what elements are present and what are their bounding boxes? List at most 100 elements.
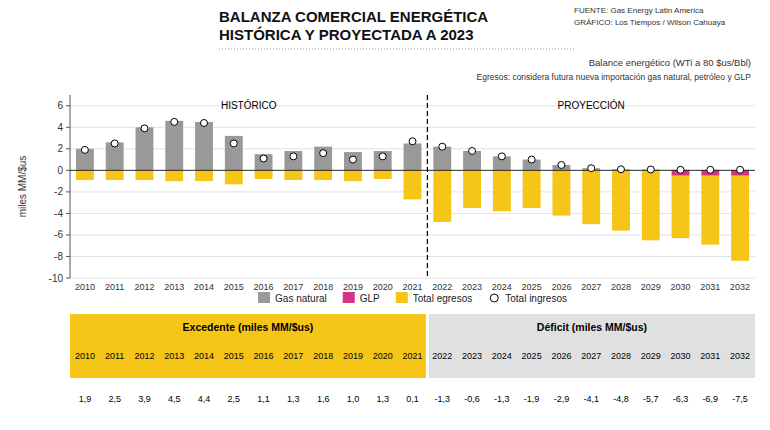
legend-marker bbox=[490, 294, 498, 302]
bar bbox=[612, 170, 630, 230]
point bbox=[171, 118, 178, 125]
legend-item: GLP bbox=[343, 292, 380, 304]
chart: BALANZA COMERCIAL ENERGÉTICAHISTÓRICA Y … bbox=[0, 0, 770, 430]
table-year: 2013 bbox=[164, 351, 184, 361]
table-value: 1,6 bbox=[317, 394, 330, 404]
table-value: -2,9 bbox=[554, 394, 570, 404]
table-value: -1,9 bbox=[524, 394, 540, 404]
table-value: 0,1 bbox=[406, 394, 419, 404]
y-axis-label: miles MM/$us bbox=[17, 156, 28, 218]
point bbox=[498, 153, 505, 160]
x-tick-label: 2010 bbox=[75, 282, 95, 292]
y-tick bbox=[66, 127, 70, 128]
table-value: 2,5 bbox=[228, 394, 241, 404]
bar bbox=[344, 152, 362, 153]
x-tick-label: 2019 bbox=[343, 282, 363, 292]
table-year: 2010 bbox=[75, 351, 95, 361]
table-value: -7,5 bbox=[732, 394, 748, 404]
table-year: 2017 bbox=[283, 351, 303, 361]
x-tick-label: 2032 bbox=[730, 282, 750, 292]
x-tick-label: 2017 bbox=[283, 282, 303, 292]
table-year: 2014 bbox=[194, 351, 214, 361]
table-year: 2032 bbox=[730, 351, 750, 361]
bar bbox=[433, 170, 451, 222]
point bbox=[677, 166, 684, 173]
subtitle: Egresos: considera futura nueva importac… bbox=[476, 72, 751, 82]
bar bbox=[284, 151, 302, 170]
bar bbox=[314, 170, 332, 180]
point bbox=[141, 125, 148, 132]
table-year: 2021 bbox=[402, 351, 422, 361]
table: Excedente (miles MM/$us) Déficit (miles M… bbox=[70, 314, 755, 404]
bar bbox=[76, 170, 94, 180]
y-tick bbox=[66, 234, 70, 235]
y-tick-label: 0 bbox=[57, 165, 63, 176]
period-label: HISTÓRICO bbox=[221, 99, 277, 111]
x-tick-label: 2031 bbox=[700, 282, 720, 292]
x-tick-label: 2016 bbox=[254, 282, 274, 292]
table-header: Déficit (miles MM/$us) bbox=[537, 321, 647, 333]
subtitle: Balance energético (WTi a 80 $us/Bbl) bbox=[589, 57, 751, 68]
point bbox=[528, 156, 535, 163]
title: HISTÓRICA Y PROYECTADA A 2023 bbox=[219, 26, 474, 43]
point bbox=[469, 147, 476, 154]
x-tick-label: 2018 bbox=[313, 282, 333, 292]
bar bbox=[701, 176, 719, 245]
table-value: -0,6 bbox=[464, 394, 480, 404]
title: BALANZA COMERCIAL ENERGÉTICA bbox=[219, 8, 488, 25]
bar bbox=[463, 170, 481, 208]
table-value: 1,1 bbox=[257, 394, 270, 404]
bar bbox=[374, 170, 392, 179]
legend-label: GLP bbox=[360, 293, 380, 304]
legend-label: Total ingresos bbox=[505, 293, 567, 304]
table-value: -5,7 bbox=[643, 394, 659, 404]
bar bbox=[374, 150, 392, 151]
bar bbox=[523, 170, 541, 208]
table-value: -6,3 bbox=[673, 394, 689, 404]
bar bbox=[136, 127, 154, 170]
y-tick-label: -2 bbox=[54, 186, 63, 197]
bar bbox=[404, 170, 422, 199]
legend-item: Total egresos bbox=[396, 292, 472, 304]
table-value: 1,3 bbox=[376, 394, 389, 404]
x-tick-label: 2015 bbox=[224, 282, 244, 292]
table-year: 2022 bbox=[432, 351, 452, 361]
table-value: -4,1 bbox=[583, 394, 599, 404]
legend-swatch bbox=[343, 292, 355, 303]
point bbox=[320, 150, 327, 157]
table-value: -1,3 bbox=[435, 394, 451, 404]
bar bbox=[255, 154, 273, 170]
y-tick bbox=[66, 213, 70, 214]
y-axis bbox=[70, 95, 71, 278]
table-value: 1,9 bbox=[79, 394, 92, 404]
table-value: 1,3 bbox=[287, 394, 300, 404]
x-tick-label: 2029 bbox=[641, 282, 661, 292]
x-tick-label: 2026 bbox=[551, 282, 571, 292]
y-tick bbox=[66, 191, 70, 192]
table-value: -1,3 bbox=[494, 394, 510, 404]
table-value: -6,9 bbox=[703, 394, 719, 404]
point bbox=[737, 166, 744, 173]
point bbox=[81, 146, 88, 153]
point bbox=[409, 138, 416, 145]
table-year: 2029 bbox=[641, 351, 661, 361]
x-tick-label: 2012 bbox=[134, 282, 154, 292]
table-value: 4,4 bbox=[198, 394, 211, 404]
legend-label: Gas natural bbox=[275, 293, 327, 304]
grid-line bbox=[70, 256, 755, 257]
bar bbox=[284, 170, 302, 180]
x-tick-label: 2030 bbox=[671, 282, 691, 292]
table-header: Excedente (miles MM/$us) bbox=[183, 321, 314, 333]
table-year: 2027 bbox=[581, 351, 601, 361]
grid-line bbox=[70, 105, 755, 106]
point bbox=[230, 140, 237, 147]
bar bbox=[582, 170, 600, 224]
x-tick-label: 2011 bbox=[105, 282, 124, 292]
table-value: 4,5 bbox=[168, 394, 181, 404]
bar bbox=[374, 151, 392, 170]
bar bbox=[195, 170, 213, 181]
legend-swatch bbox=[258, 292, 270, 303]
x-tick-label: 2023 bbox=[462, 282, 482, 292]
table-year: 2011 bbox=[105, 351, 124, 361]
table-band bbox=[429, 314, 755, 378]
